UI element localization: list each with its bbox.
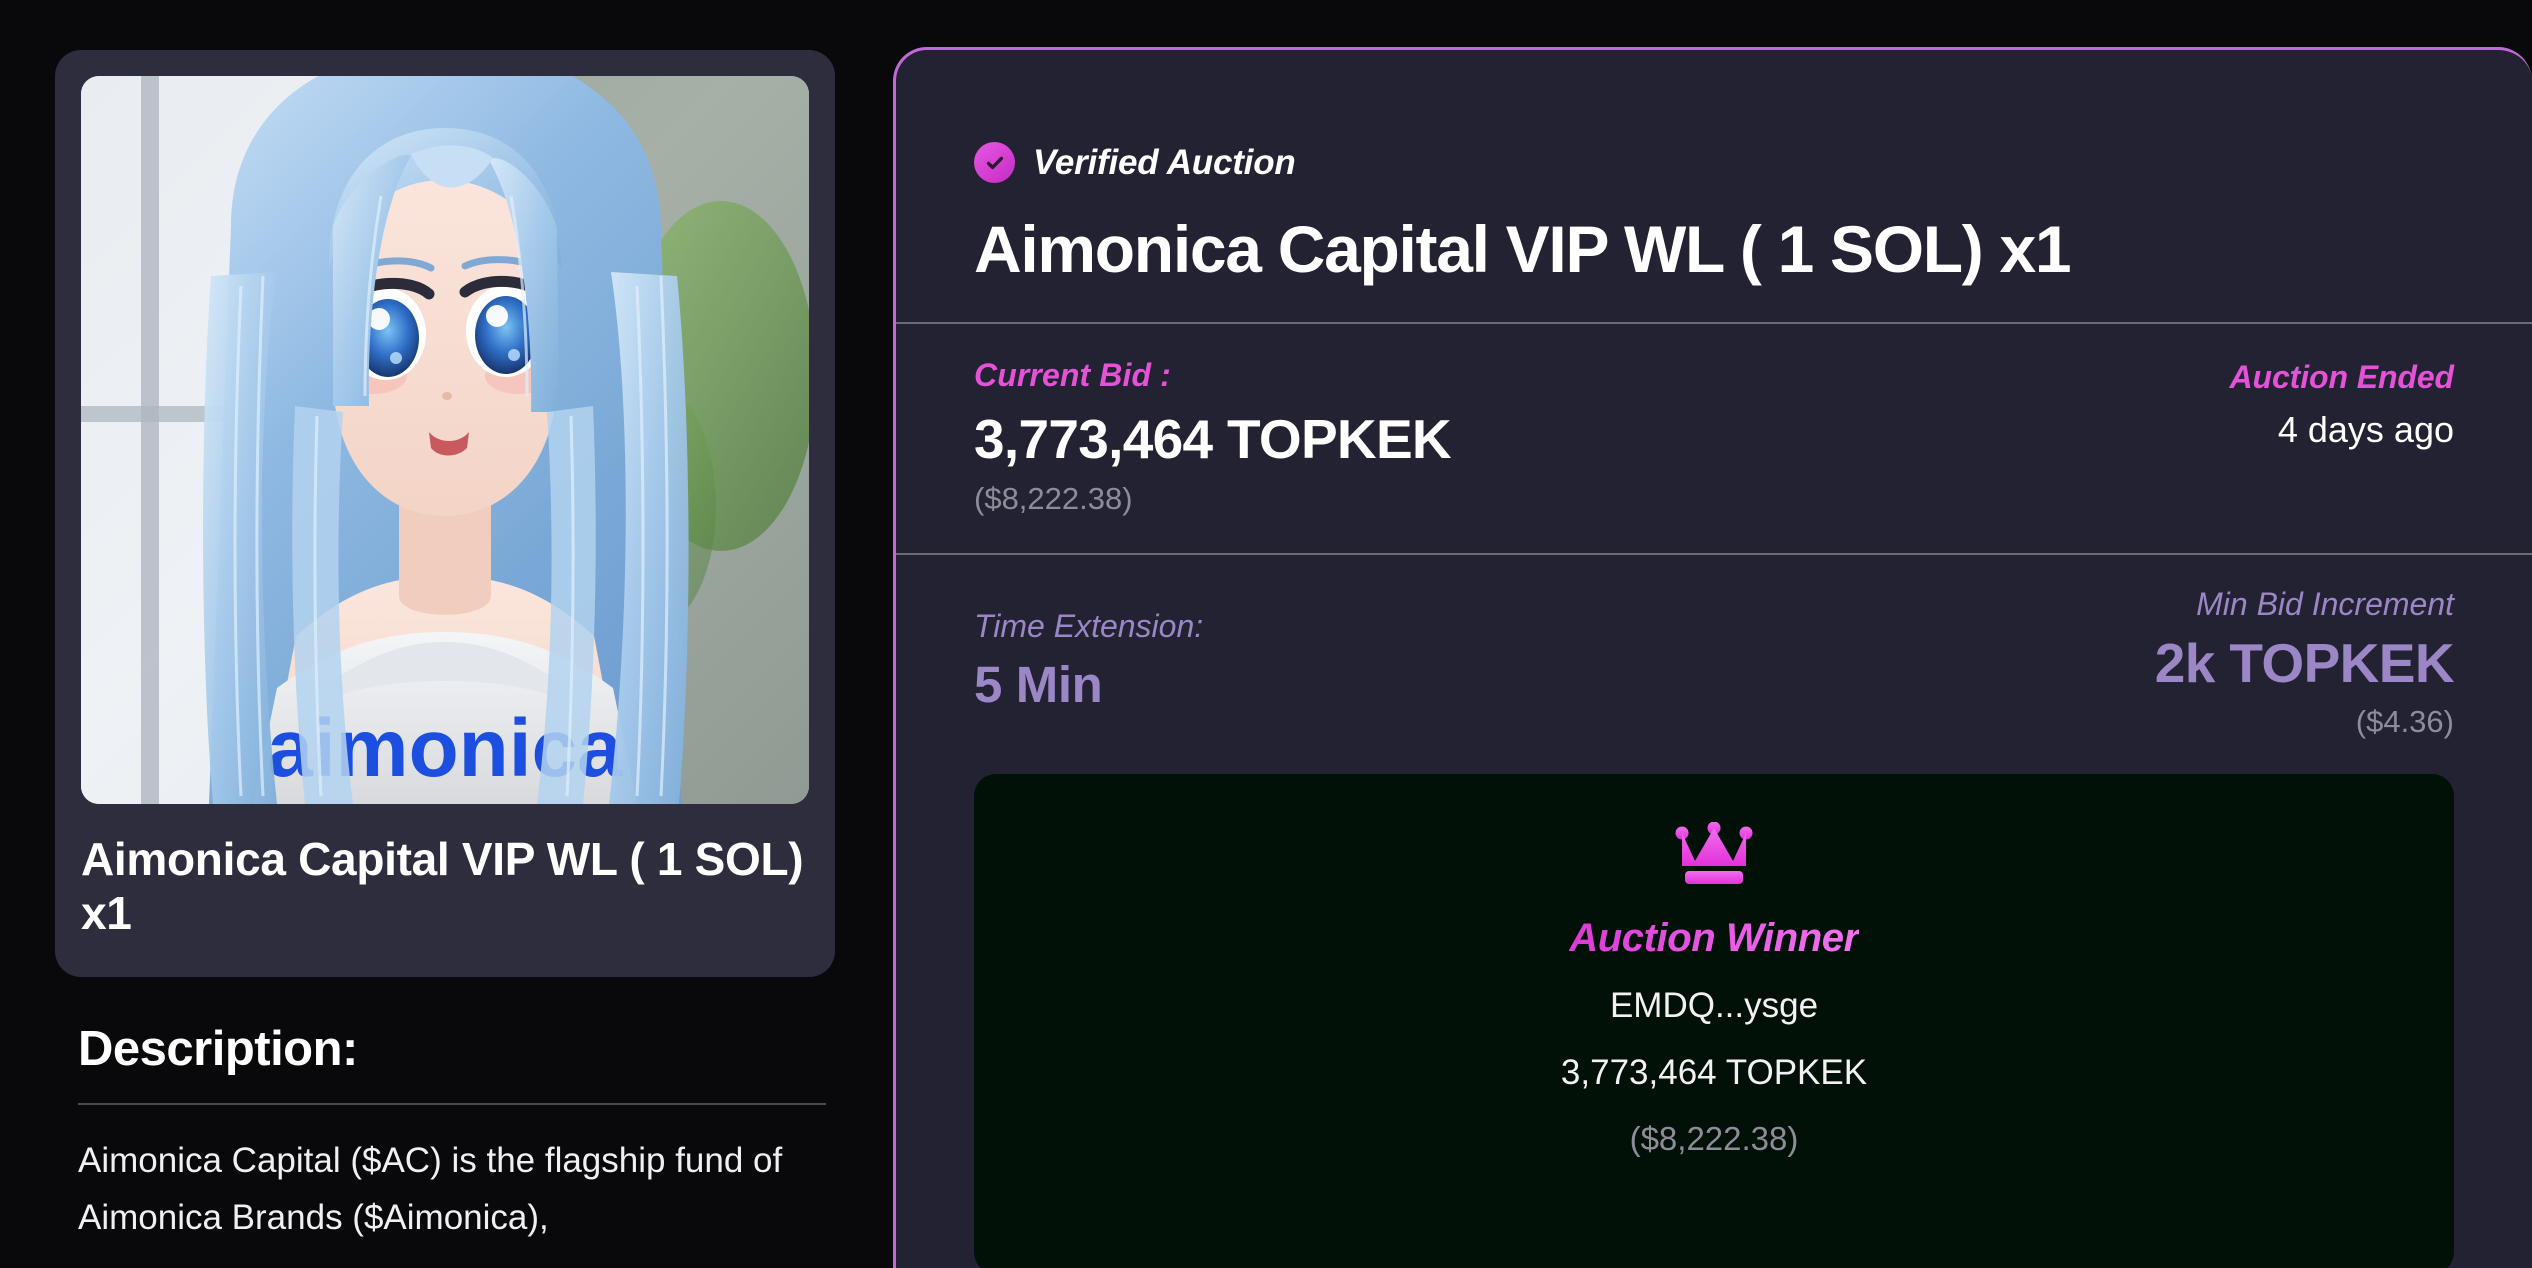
description-body: Aimonica Capital ($AC) is the flagship f… bbox=[78, 1141, 783, 1237]
auction-winner-usd-value: ($8,222.38) bbox=[1629, 1120, 1799, 1158]
min-bid-increment-block: Min Bid Increment 2k TOPKEK ($4.36) bbox=[2154, 586, 2455, 740]
header-divider bbox=[896, 322, 2532, 325]
nft-artwork-image[interactable]: aimonica bbox=[81, 76, 809, 804]
auction-status-label: Auction Ended bbox=[2229, 359, 2455, 396]
auction-parameters-row: Time Extension: 5 Min Min Bid Increment … bbox=[974, 555, 2455, 774]
check-circle-icon bbox=[974, 142, 1015, 183]
nft-card-title: Aimonica Capital VIP WL ( 1 SOL) x1 bbox=[81, 833, 804, 940]
description-section: Description: Aimonica Capital ($AC) is t… bbox=[78, 1021, 826, 1246]
min-bid-increment-label: Min Bid Increment bbox=[2196, 586, 2454, 623]
nft-preview-card[interactable]: aimonica bbox=[55, 50, 835, 977]
time-extension-label: Time Extension: bbox=[974, 608, 1204, 645]
time-extension-block: Time Extension: 5 Min bbox=[974, 586, 1203, 714]
current-bid-block: Current Bid : 3,773,464 TOPKEK ($8,222.3… bbox=[974, 357, 1452, 517]
current-bid-value: 3,773,464 TOPKEK bbox=[974, 408, 1452, 471]
time-extension-value: 5 Min bbox=[974, 656, 1103, 714]
bid-section-divider bbox=[896, 553, 2532, 556]
auction-status-block: Auction Ended 4 days ago bbox=[2229, 357, 2455, 451]
auction-winner-card: Auction Winner EMDQ...ysge 3,773,464 TOP… bbox=[974, 774, 2454, 1268]
nft-info-column: aimonica bbox=[0, 0, 893, 1268]
bid-status-row: Current Bid : 3,773,464 TOPKEK ($8,222.3… bbox=[974, 324, 2454, 553]
auction-winner-label: Auction Winner bbox=[1569, 916, 1859, 961]
auction-winner-address[interactable]: EMDQ...ysge bbox=[1609, 986, 1819, 1026]
auction-winner-amount: 3,773,464 TOPKEK bbox=[1560, 1053, 1868, 1093]
crown-icon bbox=[1675, 822, 1753, 886]
auction-parameters-section: Time Extension: 5 Min Min Bid Increment … bbox=[896, 555, 2532, 774]
current-bid-usd-value: ($8,222.38) bbox=[974, 481, 1133, 517]
verified-auction-label: Verified Auction bbox=[1033, 142, 1296, 182]
auction-detail-panel: Verified Auction Aimonica Capital VIP WL… bbox=[893, 47, 2532, 1268]
current-bid-label: Current Bid : bbox=[974, 357, 1171, 394]
description-heading: Description: bbox=[78, 1022, 358, 1076]
verified-auction-badge: Verified Auction bbox=[974, 50, 2454, 183]
min-bid-increment-value: 2k TOPKEK bbox=[2154, 632, 2455, 695]
auction-title: Aimonica Capital VIP WL ( 1 SOL) x1 bbox=[974, 212, 2072, 286]
min-bid-increment-usd-value: ($4.36) bbox=[2355, 704, 2454, 740]
auction-ended-time: 4 days ago bbox=[2277, 409, 2454, 451]
auction-header: Verified Auction Aimonica Capital VIP WL… bbox=[896, 50, 2532, 322]
bid-section: Current Bid : 3,773,464 TOPKEK ($8,222.3… bbox=[896, 324, 2532, 553]
description-divider bbox=[78, 1103, 826, 1105]
